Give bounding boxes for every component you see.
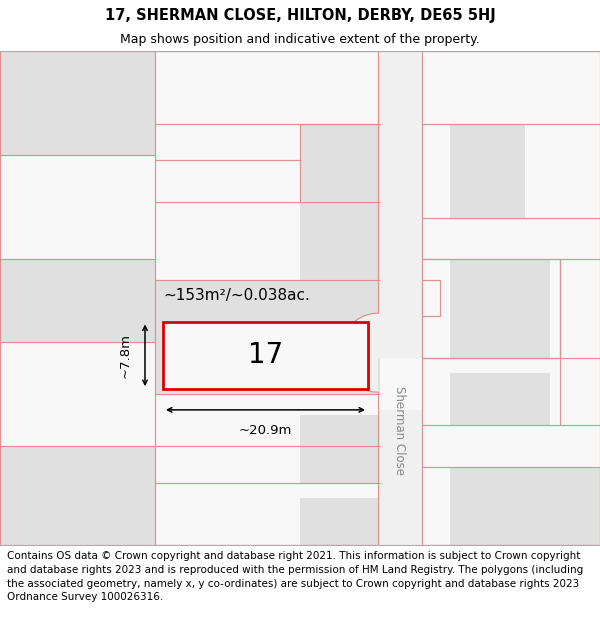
Bar: [163, 321, 368, 389]
Bar: [300, 498, 380, 545]
Bar: [300, 415, 380, 482]
Bar: [450, 374, 550, 426]
Text: ~20.9m: ~20.9m: [239, 424, 292, 438]
Text: ~153m²/~0.038ac.: ~153m²/~0.038ac.: [163, 288, 310, 303]
Bar: [155, 280, 380, 394]
Bar: [0, 446, 155, 545]
Text: 17: 17: [248, 341, 283, 369]
Bar: [450, 467, 600, 545]
Bar: [378, 410, 422, 545]
Text: Contains OS data © Crown copyright and database right 2021. This information is : Contains OS data © Crown copyright and d…: [7, 551, 583, 602]
Text: 17, SHERMAN CLOSE, HILTON, DERBY, DE65 5HJ: 17, SHERMAN CLOSE, HILTON, DERBY, DE65 5…: [104, 8, 496, 23]
Bar: [378, 51, 422, 358]
Polygon shape: [340, 313, 378, 392]
Bar: [450, 124, 525, 218]
Bar: [0, 259, 155, 343]
Bar: [300, 124, 415, 285]
Text: ~7.8m: ~7.8m: [119, 332, 131, 378]
Text: Sherman Close: Sherman Close: [394, 386, 407, 475]
Bar: [0, 51, 155, 155]
Bar: [450, 259, 550, 358]
Text: Map shows position and indicative extent of the property.: Map shows position and indicative extent…: [120, 34, 480, 46]
